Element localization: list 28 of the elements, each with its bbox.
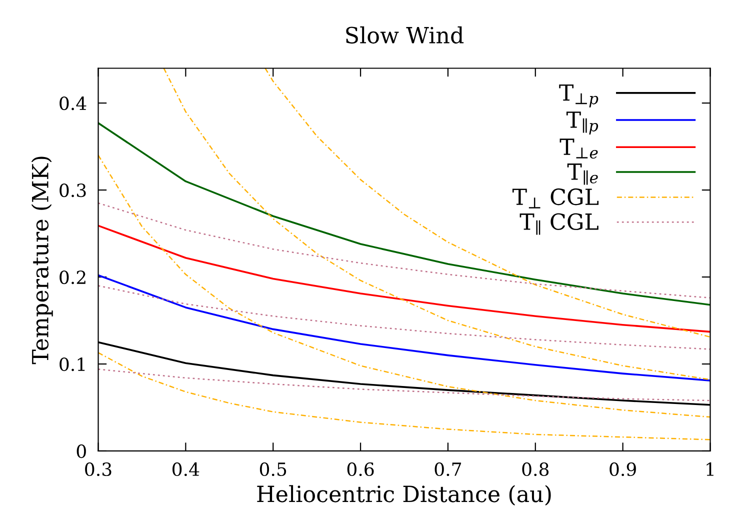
line-series [264,68,710,338]
x-tick-label: 0.5 [260,462,286,476]
legend-label: T$_{∥e}$ [567,164,598,185]
x-axis-title: Heliocentric Distance (au) [257,485,551,506]
y-tick-label: 0.4 [60,96,86,110]
line-series [98,352,710,440]
line-series [163,68,710,380]
x-tick-label: 0.8 [522,462,549,476]
line-series [98,285,710,350]
chart-title: Slow Wind [346,26,464,44]
x-tick-label: 0.6 [347,462,374,476]
y-tick-label: 0.3 [60,183,86,198]
line-series [98,368,710,402]
x-tick-label: 0.4 [172,462,200,476]
x-tick-label: 0.7 [434,462,462,476]
y-tick-label: 0.1 [60,357,85,372]
legend-label: T$_{⊥p}$ [559,84,598,108]
x-tick-label: 0.9 [610,462,636,476]
x-tick-label: 0.3 [85,462,112,476]
legend-label: T$_{∥}$ CGL [520,213,598,235]
y-tick-label: 0 [76,444,86,458]
x-tick-label: 1 [706,462,714,476]
legend-label: T$_{⊥e}$ [560,138,598,159]
legend-label: T$_{∥p}$ [566,112,598,134]
line-series [98,274,710,382]
y-axis-title: Temperature (MK) [31,156,53,364]
legend-label: T$_{⊥}$ CGL [512,188,599,208]
y-tick-label: 0.2 [60,270,86,284]
